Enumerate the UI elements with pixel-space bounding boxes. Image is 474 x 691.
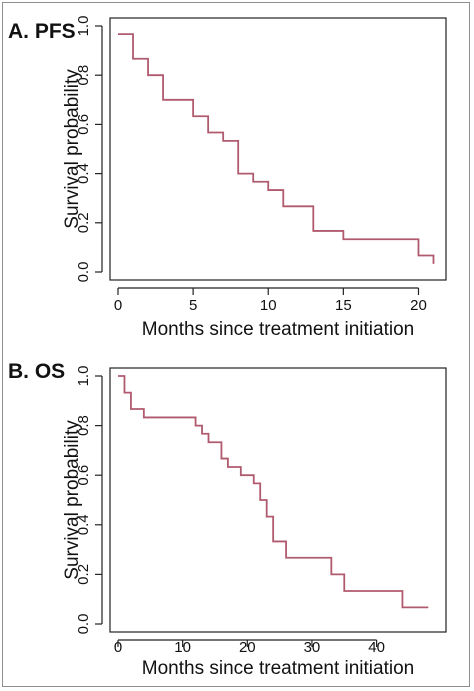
y-tick-label: 0.0 [75,262,92,283]
survival-curve [118,33,435,264]
figure-frame [2,2,470,687]
x-tick-label: 0 [114,639,122,656]
y-tick-label: 0.0 [75,614,92,635]
y-tick-label: 0.8 [75,65,92,86]
x-tick-label: 5 [189,297,197,314]
panel-os: B. OS 0.0 0.2 0.4 0.6 0.8 1.0 0 10 20 30 40 Survival… [8,360,447,679]
x-tick-label: 20 [239,639,256,656]
x-axis-label: Months since treatment initiation [142,658,414,679]
x-tick-label: 10 [174,639,191,656]
y-axis-label: Survival probability [62,69,83,229]
x-tick-label: 0 [114,297,122,314]
panel-pfs: A. PFS 0.0 0.2 0.4 0.6 0.8 1.0 0 5 10 15 20 Survival… [8,16,447,340]
y-tick-label: 0.2 [75,564,92,585]
x-tick-label: 10 [260,297,277,314]
y-tick-label: 0.8 [75,415,92,436]
y-tick-label: 1.0 [75,366,92,387]
plot-box [109,17,447,281]
x-axis-label: Months since treatment initiation [142,319,414,340]
survival-curve [118,375,429,609]
y-tick-label: 0.4 [75,163,92,184]
y-tick-label: 1.0 [75,16,92,37]
panel-title: B. OS [8,360,65,383]
x-tick-label: 15 [335,297,352,314]
y-tick-label: 0.6 [75,114,92,135]
panel-title: A. PFS [8,20,76,43]
x-tick-label: 30 [304,639,321,656]
y-tick-label: 0.2 [75,212,92,233]
plot-box [109,367,447,633]
y-tick-label: 0.6 [75,465,92,486]
x-tick-label: 20 [410,297,427,314]
y-tick-label: 0.4 [75,514,92,535]
y-axis-label: Survival probability [62,420,83,580]
x-tick-label: 40 [368,639,385,656]
